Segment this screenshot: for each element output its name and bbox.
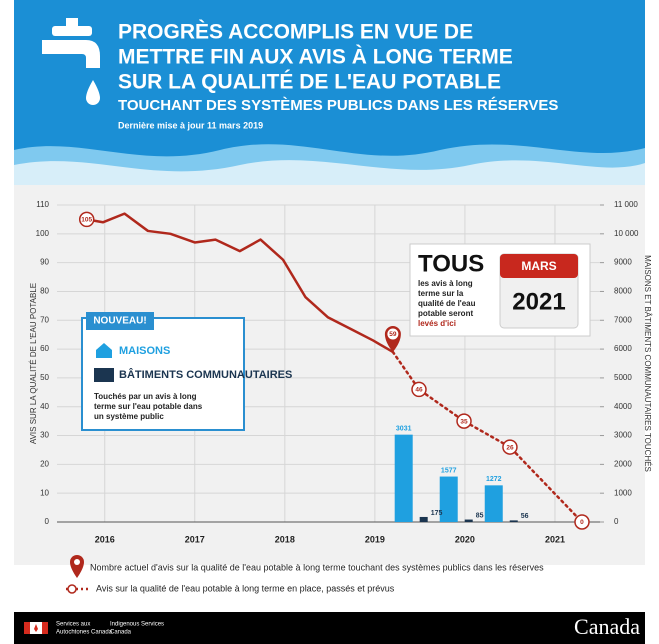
dept-fr: Services aux: [56, 622, 90, 628]
y-tick-label: 90: [40, 258, 49, 267]
point-label: 0: [580, 519, 584, 526]
title-line: PROGRÈS ACCOMPLIS EN VUE DE: [118, 21, 473, 44]
dept-en: Indigenous Services: [110, 622, 164, 628]
goal-headline: TOUS: [418, 250, 484, 277]
calendar-year: 2021: [512, 288, 565, 315]
goal-callout: TOUS les avis à long terme sur la qualit…: [410, 244, 590, 336]
legend-line-label: Avis sur la qualité de l'eau potable à l…: [96, 583, 395, 593]
x-tick-label: 2016: [95, 534, 115, 544]
y2-tick-label: 11 000: [614, 200, 638, 209]
subtitle: TOUCHANT DES SYSTÈMES PUBLICS DANS LES R…: [118, 97, 558, 114]
y2-tick-label: 2000: [614, 459, 632, 468]
goal-text: potable seront: [418, 309, 473, 318]
y2-tick-label: 0: [614, 517, 619, 526]
callout-text: Touchés par un avis à long: [94, 392, 197, 401]
y-tick-label: 0: [45, 517, 50, 526]
point-label: 26: [506, 444, 514, 451]
y-tick-label: 10: [40, 488, 49, 497]
bar-label: 3031: [396, 425, 412, 432]
y2-axis-title: MAISONS ET BÂTIMENTS COMMUNAUTAIRES TOUC…: [643, 255, 652, 472]
title-line: METTRE FIN AUX AVIS À LONG TERME: [118, 46, 513, 69]
point-label: 105: [81, 217, 92, 224]
y-tick-label: 20: [40, 459, 49, 468]
goal-emphasis: levés d'ici: [418, 319, 456, 328]
calendar-month: MARS: [521, 259, 556, 273]
y-axis-title: AVIS SUR LA QUALITÉ DE L'EAU POTABLE: [29, 283, 38, 444]
updated-note: Dernière mise à jour 11 mars 2019: [118, 120, 263, 130]
x-tick-label: 2019: [365, 534, 385, 544]
y2-tick-label: 3000: [614, 431, 632, 440]
y-tick-label: 100: [36, 229, 50, 238]
dept-en: Canada: [110, 630, 132, 636]
bar-label: 1577: [441, 467, 457, 474]
callout-text: un système public: [94, 412, 164, 421]
x-tick-label: 2018: [275, 534, 295, 544]
y2-tick-label: 5000: [614, 373, 632, 382]
bar-label: 1272: [486, 476, 502, 483]
y-tick-label: 60: [40, 344, 49, 353]
footer: [14, 612, 645, 644]
x-tick-label: 2020: [455, 534, 475, 544]
y-tick-label: 80: [40, 287, 49, 296]
point-label: 35: [460, 418, 468, 425]
y2-tick-label: 4000: [614, 402, 632, 411]
bar: [510, 520, 518, 522]
wordmark: Canada: [574, 614, 640, 639]
current-marker-label: 59: [389, 331, 397, 338]
flag: [24, 622, 48, 634]
bar: [440, 477, 458, 522]
infographic: PROGRÈS ACCOMPLIS EN VUE DE METTRE FIN A…: [0, 0, 659, 644]
title-line: SUR LA QUALITÉ DE L'EAU POTABLE: [118, 71, 501, 94]
x-tick-label: 2021: [545, 534, 565, 544]
bar: [420, 517, 428, 522]
dept-fr: Autochtones Canada: [56, 630, 113, 636]
bar: [395, 435, 413, 522]
bar-label: 56: [521, 513, 529, 520]
goal-text: terme sur la: [418, 289, 464, 298]
goal-text: qualité de l'eau: [418, 299, 476, 308]
y2-tick-label: 6000: [614, 344, 632, 353]
bar-label: 175: [431, 510, 443, 517]
y-tick-label: 40: [40, 402, 49, 411]
badge: NOUVEAU!: [93, 316, 146, 327]
bar: [485, 485, 503, 522]
y2-tick-label: 8000: [614, 287, 632, 296]
legend-community: BÂTIMENTS COMMUNAUTAIRES: [119, 368, 292, 381]
y-tick-label: 30: [40, 431, 49, 440]
point-label: 46: [415, 387, 423, 394]
goal-text: les avis à long: [418, 279, 473, 288]
y2-tick-label: 1000: [614, 488, 632, 497]
y-tick-label: 70: [40, 315, 49, 324]
y2-tick-label: 7000: [614, 315, 632, 324]
y2-tick-label: 10 000: [614, 229, 639, 238]
callout-text: terme sur l'eau potable dans: [94, 402, 203, 411]
x-tick-label: 2017: [185, 534, 205, 544]
legend-homes: MAISONS: [119, 345, 170, 357]
legend-marker-label: Nombre actuel d'avis sur la qualité de l…: [90, 562, 544, 572]
y-tick-label: 50: [40, 373, 49, 382]
y-tick-label: 110: [36, 200, 49, 209]
y2-tick-label: 9000: [614, 258, 632, 267]
bar: [465, 520, 473, 522]
bar-label: 85: [476, 512, 484, 519]
